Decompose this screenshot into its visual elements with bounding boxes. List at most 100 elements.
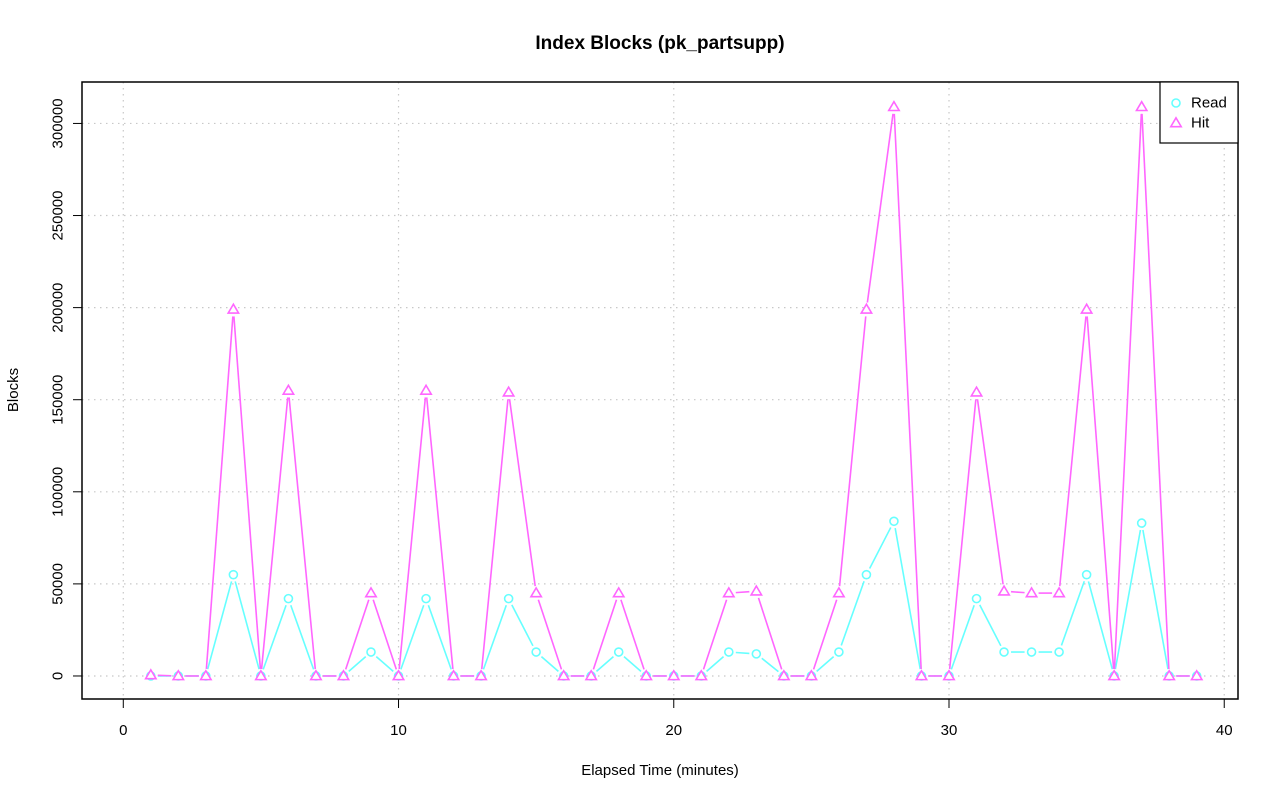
series-segment (400, 604, 425, 670)
data-point (804, 669, 818, 681)
series-segment (540, 656, 559, 672)
data-point (503, 593, 514, 604)
y-tick-label: 300000 (50, 98, 67, 148)
series-segment (894, 528, 922, 670)
data-point (502, 385, 516, 397)
series-segment (288, 397, 317, 670)
series-segment (812, 599, 838, 670)
series-segment (234, 581, 260, 670)
data-point (366, 647, 376, 657)
data-point (724, 647, 734, 657)
series-segment (348, 656, 367, 672)
data-point (446, 669, 461, 681)
data-point (914, 669, 929, 681)
y-tick-label: 0 (50, 672, 67, 680)
data-point (942, 669, 956, 681)
series-segment (893, 113, 922, 670)
data-point (722, 586, 736, 598)
y-tick-label: 50000 (50, 563, 67, 605)
data-point (751, 649, 762, 659)
series-segment (735, 651, 750, 655)
x-tick-label: 40 (1216, 722, 1233, 739)
y-tick-label: 250000 (50, 190, 67, 240)
series-segment (1058, 316, 1087, 587)
series-segment (1141, 113, 1170, 670)
series-segment (868, 527, 892, 569)
data-point (364, 586, 378, 598)
data-point (584, 669, 598, 681)
x-tick-label: 30 (941, 722, 958, 739)
series-segment (623, 656, 642, 672)
x-tick-label: 10 (390, 722, 407, 739)
data-point (1026, 647, 1037, 657)
series-segment (206, 581, 233, 670)
data-point (613, 647, 624, 657)
y-tick-label: 100000 (50, 467, 67, 517)
series-segment (595, 656, 614, 672)
series-segment (592, 599, 618, 670)
data-point (612, 586, 626, 598)
series-segment (620, 599, 645, 670)
data-point (969, 385, 984, 397)
data-point (887, 100, 901, 112)
series-segment (1114, 529, 1142, 670)
data-point (226, 302, 240, 314)
series-segment (976, 399, 1004, 585)
data-point (281, 383, 296, 395)
legend-label-hit: Hit (1191, 115, 1210, 132)
series-segment (344, 599, 370, 670)
series-segment (702, 599, 728, 670)
series-segment (482, 604, 508, 670)
y-tick-label: 200000 (50, 283, 67, 333)
x-axis-label: Elapsed Time (minutes) (581, 762, 739, 779)
series-segment (840, 581, 865, 646)
series-segment (1087, 581, 1114, 670)
data-point (199, 669, 213, 681)
data-point (283, 593, 294, 604)
series-hit (144, 100, 1204, 681)
data-point (421, 593, 431, 604)
data-point (694, 669, 708, 681)
series-segment (948, 399, 977, 670)
series-segment (508, 399, 536, 587)
data-point (529, 586, 543, 598)
series-segment (757, 597, 783, 670)
data-point (144, 668, 158, 680)
data-point (309, 669, 323, 681)
series-segment (537, 599, 563, 670)
series-segment (290, 604, 315, 670)
grid (82, 82, 1238, 699)
data-point (1162, 669, 1176, 681)
legend-marker-hit (1169, 116, 1183, 128)
x-axis: 0 10 20 30 40 (119, 698, 1233, 739)
series-segment (979, 604, 1002, 647)
series-segment (1010, 590, 1025, 594)
data-point (474, 669, 488, 681)
series-segment (838, 316, 867, 587)
legend-box (1159, 81, 1239, 144)
data-point (1024, 586, 1039, 598)
chart-title: Index Blocks (pk_partsupp) (535, 33, 784, 54)
series-segment (425, 397, 454, 670)
series-segment (260, 397, 289, 670)
data-point (228, 569, 239, 580)
y-axis: 0 50000 100000 150000 200000 250000 300000 (50, 98, 83, 680)
series-segment (375, 656, 394, 672)
data-point (777, 669, 791, 681)
y-tick-label: 150000 (50, 375, 67, 425)
data-point (1135, 100, 1149, 112)
series-segment (398, 397, 427, 670)
x-tick-label: 0 (119, 722, 127, 739)
series-layer (144, 100, 1204, 681)
series-segment (735, 590, 750, 594)
data-point (859, 302, 874, 314)
data-point (1080, 302, 1094, 314)
series-segment (1086, 316, 1115, 670)
data-point (336, 669, 351, 681)
series-segment (1060, 581, 1086, 646)
data-point (557, 669, 571, 681)
data-point (391, 669, 406, 681)
data-point (971, 593, 982, 604)
